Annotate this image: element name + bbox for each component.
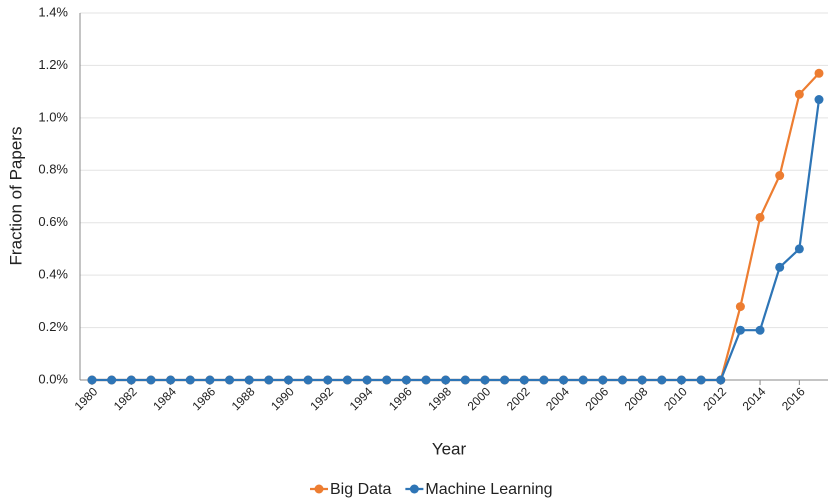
x-tick-label: 2016 bbox=[779, 384, 808, 413]
marker bbox=[578, 375, 588, 385]
x-tick-label: 1982 bbox=[111, 384, 140, 413]
marker bbox=[362, 375, 372, 385]
marker bbox=[735, 325, 745, 335]
x-tick-label: 2012 bbox=[700, 384, 729, 413]
x-tick-label: 2014 bbox=[740, 384, 769, 413]
y-tick-label: 0.8% bbox=[38, 162, 68, 177]
marker bbox=[794, 244, 804, 254]
marker bbox=[303, 375, 313, 385]
series-line bbox=[92, 99, 821, 382]
x-tick-label: 1998 bbox=[425, 384, 454, 413]
marker bbox=[696, 375, 706, 385]
x-tick-label: 2000 bbox=[465, 384, 494, 413]
marker bbox=[676, 375, 686, 385]
y-tick-label: 0.2% bbox=[38, 319, 68, 334]
marker bbox=[205, 375, 215, 385]
y-tick-label: 0.4% bbox=[38, 267, 68, 282]
x-tick-label: 2008 bbox=[622, 384, 651, 413]
marker bbox=[735, 302, 745, 312]
x-tick-label: 1984 bbox=[150, 384, 179, 413]
x-tick-label: 1990 bbox=[268, 384, 297, 413]
marker bbox=[323, 375, 333, 385]
x-tick-label: 1980 bbox=[72, 384, 101, 413]
marker bbox=[814, 68, 824, 78]
y-tick-label: 0.6% bbox=[38, 214, 68, 229]
marker bbox=[185, 375, 195, 385]
marker bbox=[814, 95, 824, 105]
marker bbox=[637, 375, 647, 385]
x-tick-label: 2010 bbox=[661, 384, 690, 413]
marker bbox=[401, 375, 411, 385]
y-tick-label: 1.2% bbox=[38, 57, 68, 72]
x-tick-label: 2004 bbox=[543, 384, 572, 413]
x-tick-label: 2002 bbox=[504, 384, 533, 413]
x-tick-label: 1988 bbox=[229, 384, 258, 413]
marker bbox=[421, 375, 431, 385]
x-tick-label: 1996 bbox=[386, 384, 415, 413]
marker bbox=[382, 375, 392, 385]
marker bbox=[500, 375, 510, 385]
marker bbox=[559, 375, 569, 385]
x-tick-label: 1992 bbox=[307, 384, 336, 413]
legend-label: Big Data bbox=[330, 481, 391, 498]
x-axis-label: Year bbox=[432, 439, 467, 458]
marker bbox=[342, 375, 352, 385]
marker bbox=[107, 375, 117, 385]
series-line bbox=[92, 72, 820, 382]
marker bbox=[755, 212, 765, 222]
marker bbox=[225, 375, 235, 385]
legend-label: Machine Learning bbox=[425, 481, 552, 498]
marker bbox=[460, 375, 470, 385]
marker bbox=[775, 171, 785, 181]
marker bbox=[657, 375, 667, 385]
x-tick-label: 2006 bbox=[582, 384, 611, 413]
marker bbox=[166, 375, 176, 385]
marker bbox=[755, 325, 765, 335]
marker bbox=[480, 375, 490, 385]
marker bbox=[244, 375, 254, 385]
marker bbox=[716, 375, 726, 385]
marker bbox=[441, 375, 451, 385]
marker bbox=[618, 375, 628, 385]
marker bbox=[519, 375, 529, 385]
marker bbox=[794, 89, 804, 99]
marker bbox=[87, 375, 97, 385]
y-tick-label: 1.0% bbox=[38, 109, 68, 124]
y-tick-label: 0.0% bbox=[38, 371, 68, 386]
x-tick-label: 1986 bbox=[189, 384, 218, 413]
marker bbox=[539, 375, 549, 385]
legend: Big Data Machine Learning bbox=[310, 481, 553, 498]
y-axis-label: Fraction of Papers bbox=[6, 127, 25, 266]
marker bbox=[598, 375, 608, 385]
marker bbox=[146, 375, 156, 385]
legend-marker bbox=[409, 484, 419, 494]
marker bbox=[264, 375, 274, 385]
marker bbox=[126, 375, 136, 385]
x-tick-label: 1994 bbox=[347, 384, 376, 413]
marker bbox=[775, 262, 785, 272]
marker bbox=[283, 375, 293, 385]
legend-marker bbox=[314, 484, 324, 494]
y-tick-label: 1.4% bbox=[38, 4, 68, 19]
